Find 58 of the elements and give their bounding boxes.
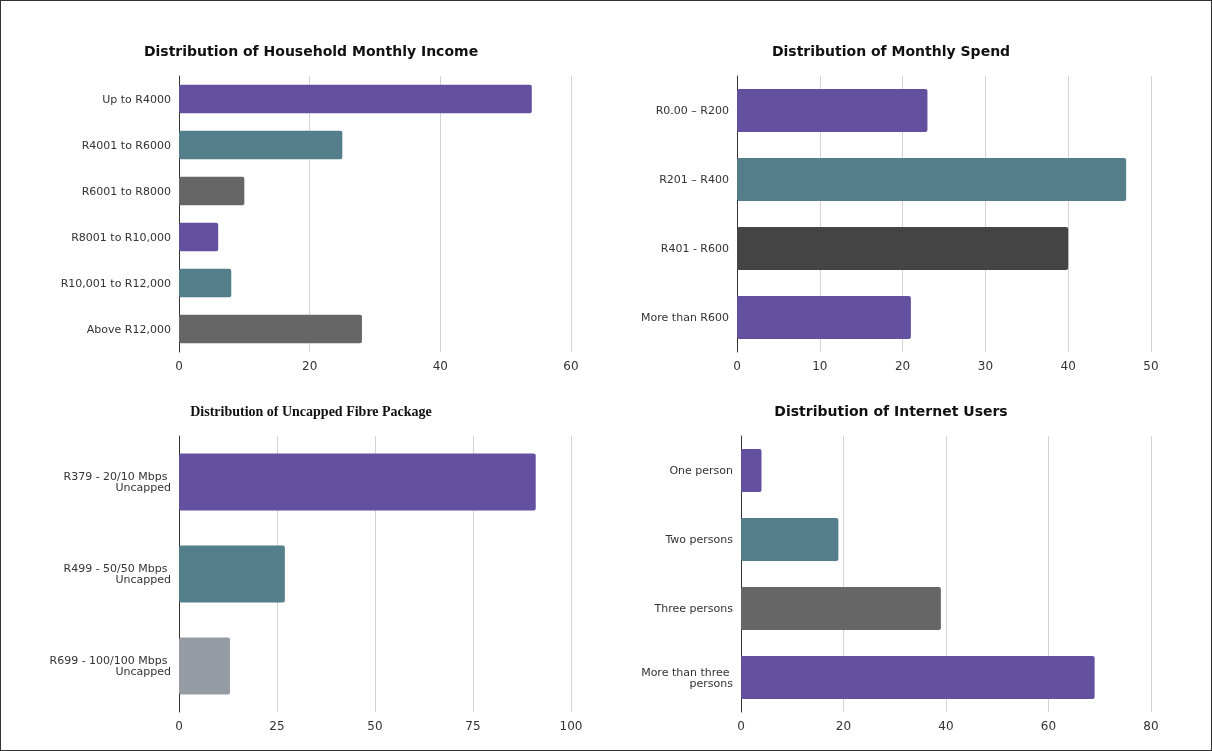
x-tick-label: 60: [1040, 719, 1057, 733]
bar: [179, 84, 532, 114]
y-tick-label: R201 – R400: [659, 173, 729, 186]
y-tick-label: R699 - 100/100 Mbps Uncapped: [49, 654, 171, 678]
x-tick-label: 20: [302, 359, 318, 373]
chart-title: Distribution of Monthly Spend: [771, 43, 1011, 59]
bar: [737, 227, 1069, 270]
x-tick-label: 20: [835, 719, 852, 733]
bar: [179, 268, 232, 298]
chart-title: Distribution of Uncapped Fibre Package: [190, 403, 432, 419]
y-tick-label: R379 - 20/10 Mbps Uncapped: [63, 470, 171, 494]
bar: [179, 314, 362, 344]
y-tick-label: Three persons: [653, 602, 734, 615]
x-tick-label: 60: [563, 359, 579, 373]
x-tick-label: 100: [559, 719, 583, 733]
x-tick-label: 75: [465, 719, 481, 733]
y-tick-label: One person: [669, 464, 734, 477]
bar: [179, 130, 343, 160]
bar: [179, 222, 219, 252]
bar: [737, 89, 928, 132]
x-tick-label: 40: [432, 359, 448, 373]
y-tick-label: R401 - R600: [660, 242, 729, 255]
y-tick-label: R0.00 – R200: [655, 104, 729, 117]
bar: [179, 637, 230, 695]
chart-title: Distribution of Internet Users: [774, 403, 1008, 419]
y-tick-label: R6001 to R8000: [81, 184, 171, 198]
x-tick-label: 50: [367, 719, 383, 733]
x-tick-label: 50: [1143, 359, 1159, 373]
bar: [737, 296, 911, 339]
y-tick-label: R8001 to R10,000: [71, 230, 171, 244]
y-tick-label: R499 - 50/50 Mbps Uncapped: [63, 562, 171, 586]
y-tick-label: R4001 to R6000: [81, 138, 171, 152]
y-tick-label: More than three persons: [641, 665, 734, 690]
x-tick-label: 0: [175, 719, 183, 733]
bar: [741, 656, 1095, 699]
bar: [179, 545, 285, 603]
bar: [179, 453, 536, 511]
chart-title: Distribution of Household Monthly Income: [143, 43, 479, 59]
x-tick-label: 10: [812, 359, 828, 373]
bar: [741, 518, 839, 561]
x-tick-label: 0: [733, 359, 741, 373]
bar: [741, 449, 762, 492]
x-tick-label: 80: [1143, 719, 1159, 733]
bar: [179, 176, 245, 206]
y-tick-label: Above R12,000: [86, 322, 171, 336]
y-tick-label: Two persons: [664, 533, 734, 546]
y-tick-label: R10,001 to R12,000: [60, 276, 171, 290]
y-tick-label: Up to R4000: [102, 92, 171, 106]
bar: [741, 587, 941, 630]
x-tick-label: 0: [737, 719, 745, 733]
x-tick-label: 0: [175, 359, 183, 373]
bar: [737, 158, 1127, 201]
x-tick-label: 20: [894, 359, 911, 373]
x-tick-label: 25: [269, 719, 285, 733]
x-tick-label: 40: [938, 719, 954, 733]
y-tick-label: More than R600: [641, 311, 729, 324]
x-tick-label: 40: [1060, 359, 1076, 373]
x-tick-label: 30: [977, 359, 994, 373]
